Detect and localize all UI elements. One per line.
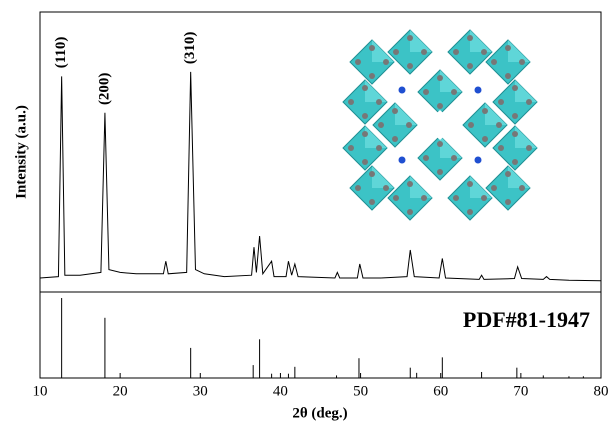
peak-label: (200): [96, 73, 112, 106]
octahedron: [349, 39, 395, 85]
y-axis-label: Intensity (a.u.): [13, 105, 29, 199]
atom: [474, 86, 482, 94]
octahedron: [387, 29, 433, 75]
x-tick-label: 20: [113, 383, 128, 399]
octahedron: [417, 69, 463, 115]
octahedron: [485, 39, 531, 85]
octahedron: [417, 135, 463, 181]
octahedron: [447, 29, 493, 75]
x-axis-label: 2θ (deg.): [292, 405, 347, 421]
octahedron: [447, 175, 493, 221]
channel: [424, 110, 456, 140]
peak-label: (310): [182, 32, 198, 65]
octahedron: [485, 165, 531, 211]
peak-label: (110): [53, 37, 69, 69]
plot-frame: [39, 11, 602, 379]
x-tick-label: 50: [353, 383, 368, 399]
reference-label: PDF#81-1947: [463, 307, 590, 332]
xrd-pattern: [39, 71, 602, 282]
x-tick-label: 40: [273, 383, 288, 399]
atom: [474, 156, 482, 164]
atom: [398, 86, 406, 94]
octahedron: [349, 165, 395, 211]
x-tick-label: 80: [594, 383, 609, 399]
octahedron: [387, 175, 433, 221]
atom: [398, 156, 406, 164]
x-tick-label: 70: [513, 383, 528, 399]
x-tick-label: 60: [433, 383, 448, 399]
x-tick-label: 10: [33, 383, 48, 399]
x-tick-label: 30: [193, 383, 208, 399]
crystal-structure-inset: [342, 29, 538, 221]
